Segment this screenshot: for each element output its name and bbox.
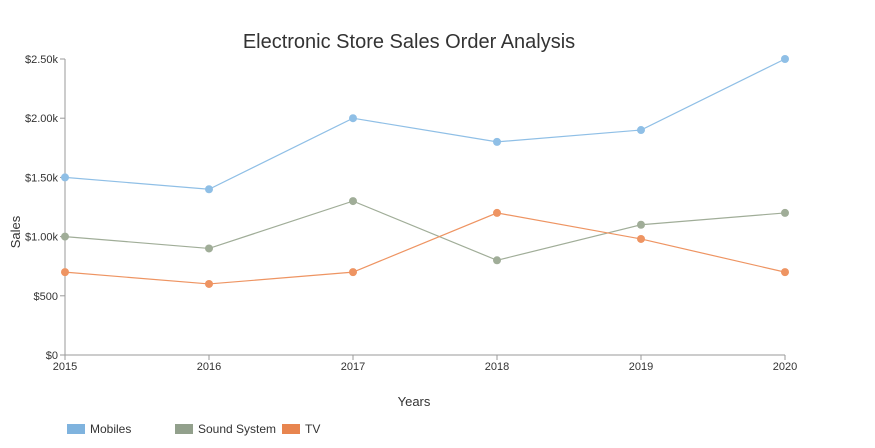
data-point-sound-system[interactable] [781,208,789,217]
x-tick-label: 2018 [485,361,509,373]
data-point-sound-system[interactable] [61,232,69,241]
data-point-mobiles[interactable] [349,114,357,123]
legend-label: Mobiles [90,422,131,436]
data-point-sound-system[interactable] [637,220,645,229]
y-tick-label: $2.00k [25,113,59,125]
x-tick-label: 2015 [53,361,77,373]
y-axis-title: Sales [8,215,23,248]
y-tick-label: $500 [34,291,58,303]
x-tick-label: 2017 [341,361,365,373]
legend-swatch [67,424,85,434]
data-point-tv[interactable] [349,268,357,277]
series-points [61,55,789,288]
data-point-tv[interactable] [205,279,213,288]
data-point-sound-system[interactable] [205,244,213,253]
data-point-tv[interactable] [493,208,501,217]
legend-label: TV [305,422,320,436]
data-point-mobiles[interactable] [205,185,213,194]
legend-swatch [282,424,300,434]
x-tick-label: 2016 [197,361,221,373]
y-tick-label: $1.50k [25,172,59,184]
data-point-sound-system[interactable] [349,197,357,206]
x-tick-label: 2019 [629,361,653,373]
y-axis-ticks: $0 $500 $1.00k $1.50k $2.00k $2.50k [25,54,65,362]
y-tick-label: $0 [46,350,58,362]
data-point-mobiles[interactable] [781,55,789,63]
data-point-mobiles[interactable] [61,173,69,182]
series-line-mobiles [64,58,786,190]
data-point-tv[interactable] [61,268,69,277]
data-point-tv[interactable] [637,234,645,243]
legend: Mobiles Sound System TV [67,422,320,436]
series-lines [64,58,786,285]
series-line-tv [64,212,786,285]
legend-swatch [175,424,193,434]
legend-label: Sound System [198,422,276,436]
data-point-mobiles[interactable] [637,126,645,135]
legend-item-sound-system[interactable]: Sound System [175,422,276,436]
x-tick-label: 2020 [773,361,797,373]
x-axis-title: Years [398,394,431,409]
series-line-sound-system [64,200,786,261]
chart-title: Electronic Store Sales Order Analysis [243,31,575,53]
data-point-tv[interactable] [781,268,789,277]
y-tick-label: $2.50k [25,54,59,66]
x-axis-ticks: 2015 2016 2017 2018 2019 2020 [53,355,797,373]
legend-item-tv[interactable]: TV [282,422,320,436]
y-tick-label: $1.00k [25,232,59,244]
legend-item-mobiles[interactable]: Mobiles [67,422,131,436]
data-point-mobiles[interactable] [493,137,501,146]
data-point-sound-system[interactable] [493,256,501,265]
